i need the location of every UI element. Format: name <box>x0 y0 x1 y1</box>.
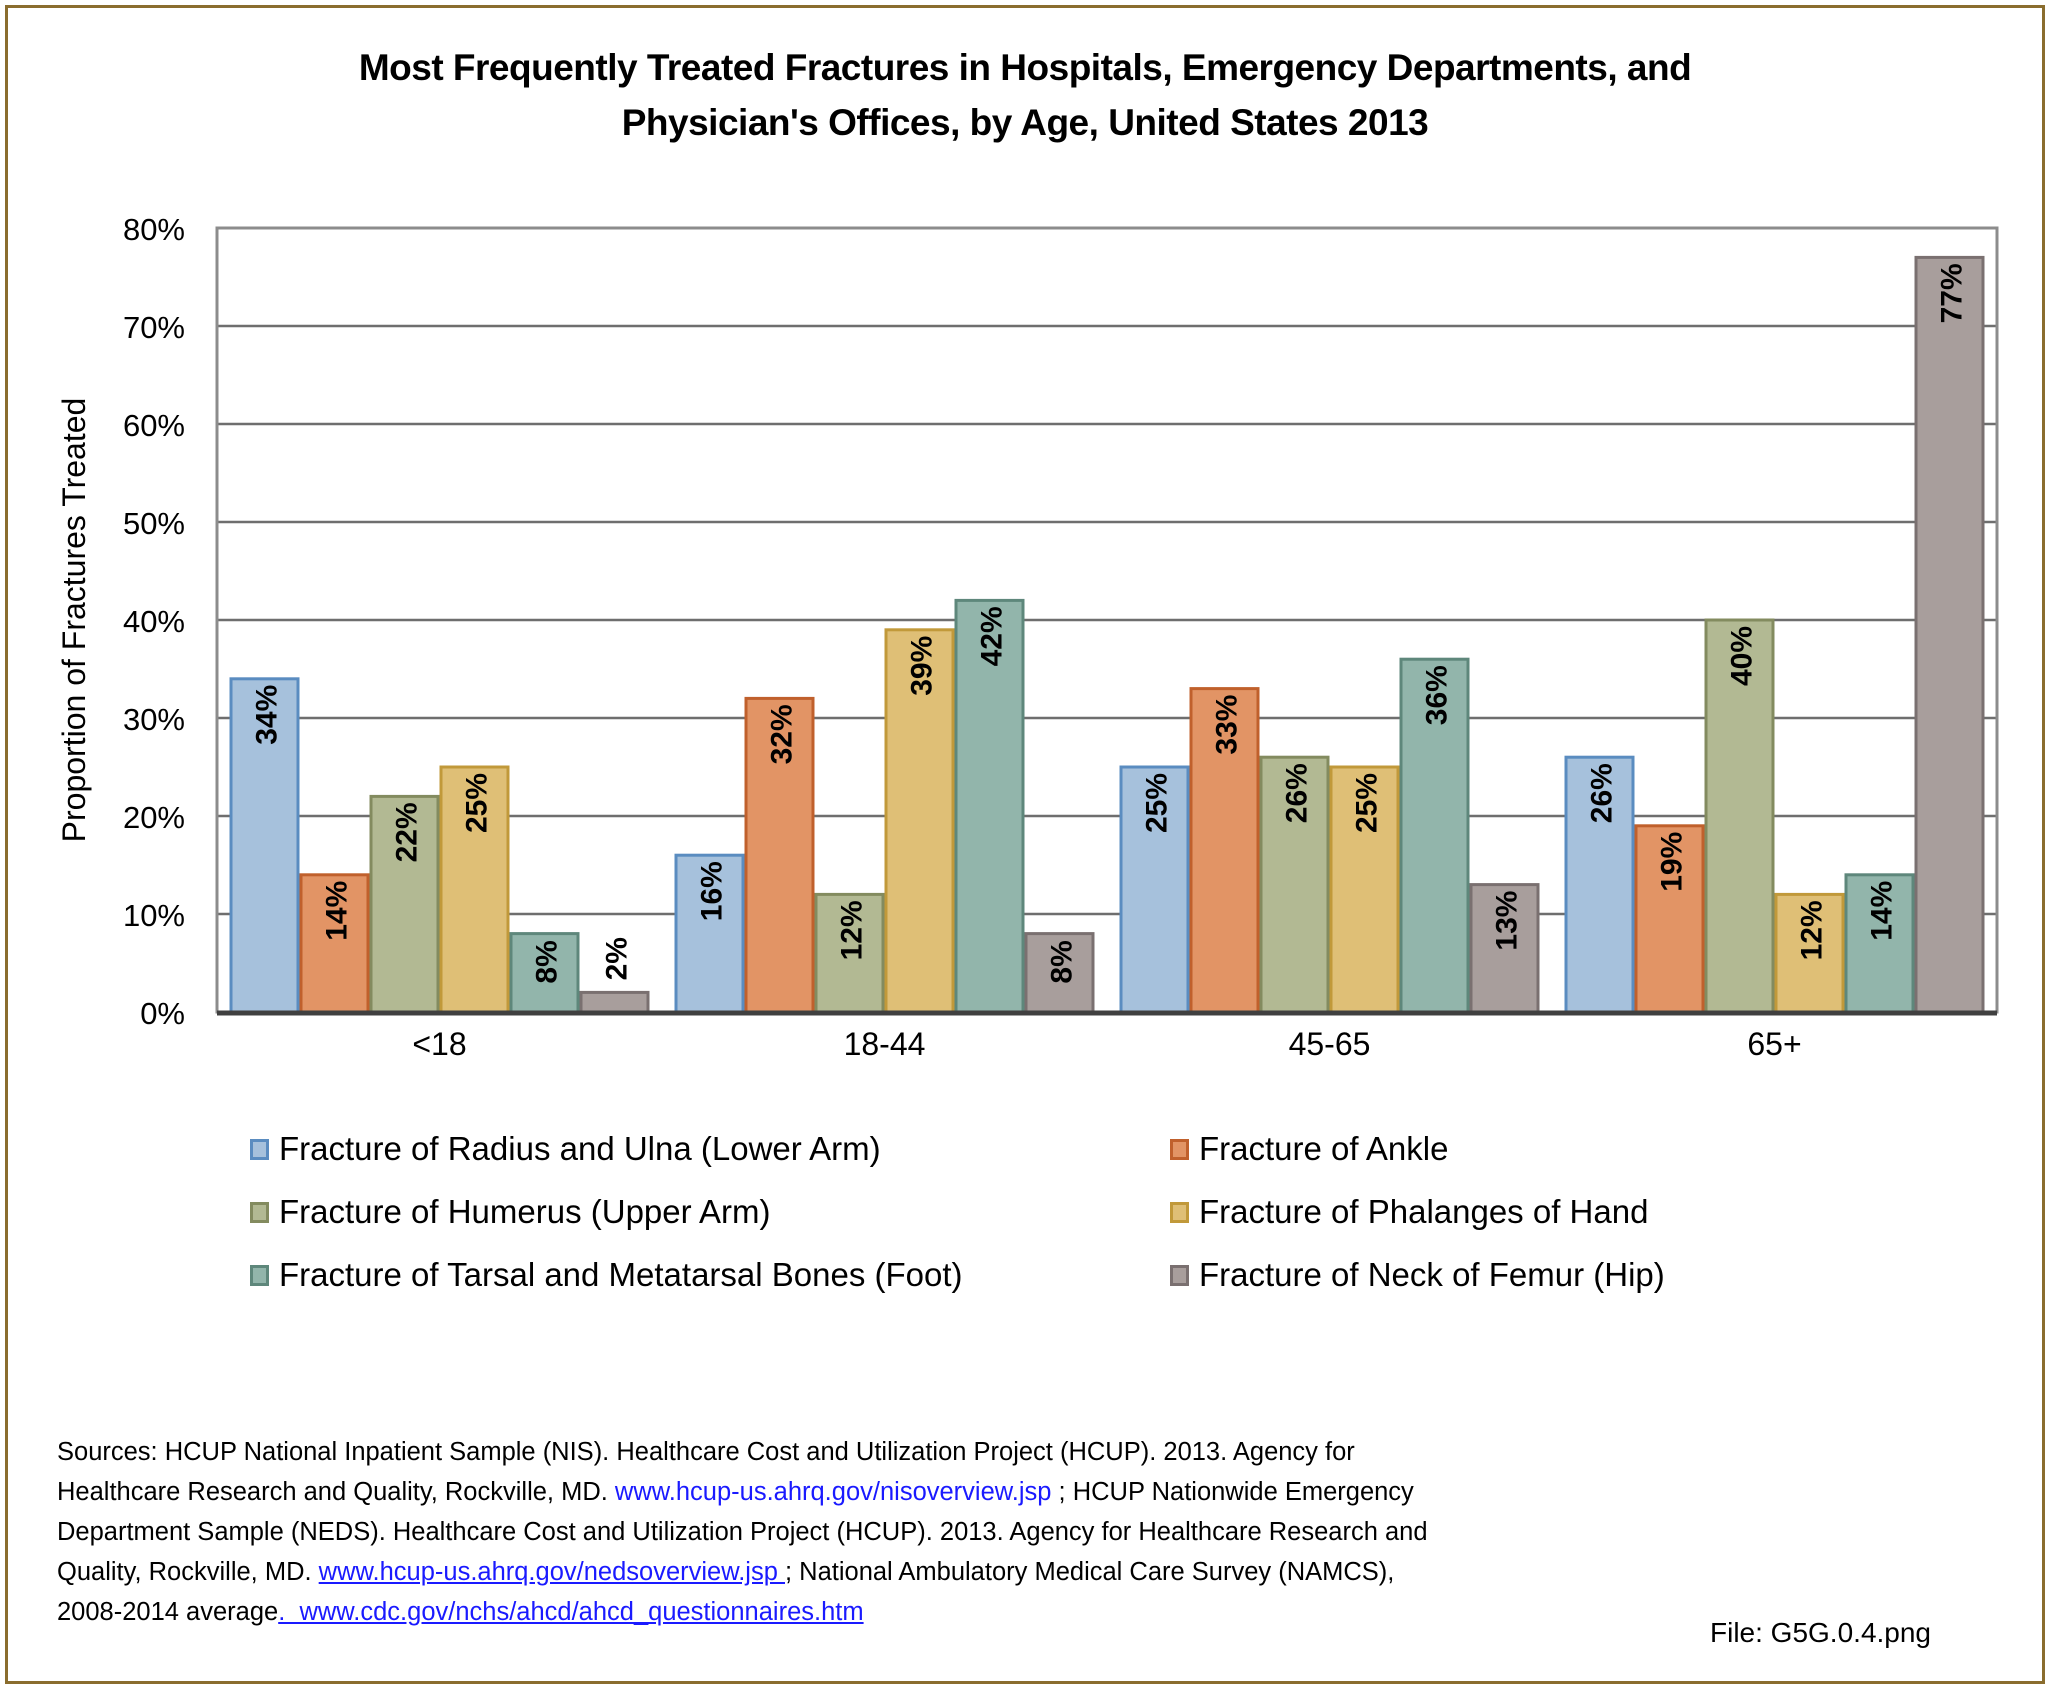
data-label: 39% <box>906 636 939 696</box>
chart-frame <box>5 5 2045 1684</box>
legend-swatch-icon <box>250 1264 269 1286</box>
legend-label: Fracture of Radius and Ulna (Lower Arm) <box>279 1130 881 1167</box>
data-label: 32% <box>766 704 799 764</box>
sources-note: Sources: HCUP National Inpatient Sample … <box>57 1432 1777 1632</box>
sources-line-1: Sources: HCUP National Inpatient Sample … <box>57 1438 1355 1466</box>
legend-swatch-icon <box>1170 1138 1189 1160</box>
legend-item: Fracture of Neck of Femur (Hip) <box>1170 1256 1665 1294</box>
sources-line-5: 2008-2014 average <box>57 1598 279 1626</box>
legend-label: Fracture of Ankle <box>1199 1130 1449 1167</box>
data-label: 26% <box>1281 763 1314 823</box>
legend-swatch-icon <box>250 1138 269 1160</box>
sources-line-3: Department Sample (NEDS). Healthcare Cos… <box>57 1518 1428 1546</box>
data-label: 25% <box>1141 773 1174 833</box>
legend-swatch-icon <box>1170 1264 1189 1286</box>
data-label: 34% <box>251 685 284 745</box>
data-label: 16% <box>696 861 729 921</box>
bar <box>744 696 815 1014</box>
y-tick-label: 10% <box>123 898 185 933</box>
file-label: File: G5G.0.4.png <box>1710 1617 1932 1648</box>
bar <box>229 677 300 1014</box>
bar <box>369 794 440 1014</box>
x-tick-label: 45-65 <box>1289 1026 1371 1062</box>
bar <box>1914 255 1985 1014</box>
y-tick-label: 0% <box>140 996 185 1031</box>
bar <box>954 598 1025 1014</box>
gridlines <box>217 324 1997 916</box>
y-axis-label: Proportion of Fractures Treated <box>56 398 92 843</box>
bar <box>1634 824 1705 1014</box>
bar <box>1329 765 1400 1014</box>
x-tick-labels: <18 18-44 45-65 65+ <box>412 1026 1801 1062</box>
legend-item: Fracture of Radius and Ulna (Lower Arm) <box>250 1130 881 1168</box>
x-tick-label: 65+ <box>1747 1026 1801 1062</box>
bar <box>1564 755 1635 1014</box>
data-label: 42% <box>976 606 1009 666</box>
legend-label: Fracture of Neck of Femur (Hip) <box>1199 1256 1665 1293</box>
bar <box>1469 883 1540 1014</box>
data-label: 12% <box>836 900 869 960</box>
bars <box>229 255 1985 1014</box>
data-label: 25% <box>1351 773 1384 833</box>
data-label: 8% <box>531 940 564 983</box>
legend-swatch-icon <box>250 1201 269 1223</box>
legend-swatch-icon <box>1170 1201 1189 1223</box>
y-tick-label: 20% <box>123 800 185 835</box>
data-label: 19% <box>1656 832 1689 892</box>
data-label: 26% <box>1586 763 1619 823</box>
bar <box>1704 618 1775 1014</box>
data-label: 12% <box>1796 900 1829 960</box>
legend-item: Fracture of Phalanges of Hand <box>1170 1193 1648 1231</box>
legend-label: Fracture of Phalanges of Hand <box>1199 1193 1649 1230</box>
data-label: 14% <box>1866 881 1899 941</box>
legend-label: Fracture of Tarsal and Metatarsal Bones … <box>279 1256 963 1293</box>
bar <box>1189 687 1260 1014</box>
sources-line-4-rest: ; National Ambulatory Medical Care Surve… <box>785 1558 1395 1586</box>
chart-title-line-2: Physician's Offices, by Age, United Stat… <box>621 102 1429 143</box>
axes <box>215 226 1999 1016</box>
bar <box>509 932 580 1014</box>
legend-item: Fracture of Ankle <box>1170 1130 1448 1168</box>
chart-title-line-1: Most Frequently Treated Fractures in Hos… <box>358 47 1692 88</box>
bar <box>439 765 510 1014</box>
data-label: 40% <box>1726 626 1759 686</box>
bar <box>1119 765 1190 1014</box>
bar <box>1259 755 1330 1014</box>
y-tick-labels: 0% 10% 20% 30% 40% 50% 60% 70% 80% <box>123 212 185 1031</box>
bar <box>1399 657 1470 1014</box>
bar <box>1844 873 1915 1014</box>
y-tick-label: 70% <box>123 310 185 345</box>
y-tick-label: 40% <box>123 604 185 639</box>
data-label: 22% <box>391 802 424 862</box>
y-tick-label: 60% <box>123 408 185 443</box>
data-label: 25% <box>461 773 494 833</box>
data-label: 2% <box>601 937 634 980</box>
data-label: 77% <box>1936 263 1969 323</box>
y-tick-label: 80% <box>123 212 185 247</box>
bar <box>579 990 650 1014</box>
data-label: 8% <box>1046 940 1079 983</box>
bar <box>814 892 885 1014</box>
bar <box>674 853 745 1014</box>
nis-overview-link[interactable]: www.hcup-us.ahrq.gov/nisoverview.jsp <box>614 1478 1052 1506</box>
data-label: 13% <box>1491 891 1524 951</box>
legend-item: Fracture of Tarsal and Metatarsal Bones … <box>250 1256 963 1294</box>
data-label: 14% <box>321 881 354 941</box>
y-tick-label: 50% <box>123 506 185 541</box>
legend-item: Fracture of Humerus (Upper Arm) <box>250 1193 770 1231</box>
x-tick-label: <18 <box>412 1026 466 1062</box>
ahcd-questionnaires-link[interactable]: . www.cdc.gov/nchs/ahcd/ahcd_questionnai… <box>278 1598 864 1626</box>
data-label: 36% <box>1421 665 1454 725</box>
sources-line-2-rest: ; HCUP Nationwide Emergency <box>1051 1478 1414 1506</box>
data-labels: 34% 14% 22% 25% 8% 2% 16% 32% 12% 39% 42% 8% 25% 33% 2… <box>251 263 1969 983</box>
data-label: 33% <box>1211 695 1244 755</box>
legend-label: Fracture of Humerus (Upper Arm) <box>279 1193 771 1230</box>
y-tick-label: 30% <box>123 702 185 737</box>
sources-line-4: Quality, Rockville, MD. <box>57 1558 319 1586</box>
sources-line-2: Healthcare Research and Quality, Rockvil… <box>57 1478 615 1506</box>
chart-title: Most Frequently Treated Fractures in Hos… <box>0 40 2050 150</box>
neds-overview-link[interactable]: www.hcup-us.ahrq.gov/nedsoverview.jsp <box>318 1558 785 1586</box>
x-tick-label: 18-44 <box>844 1026 926 1062</box>
